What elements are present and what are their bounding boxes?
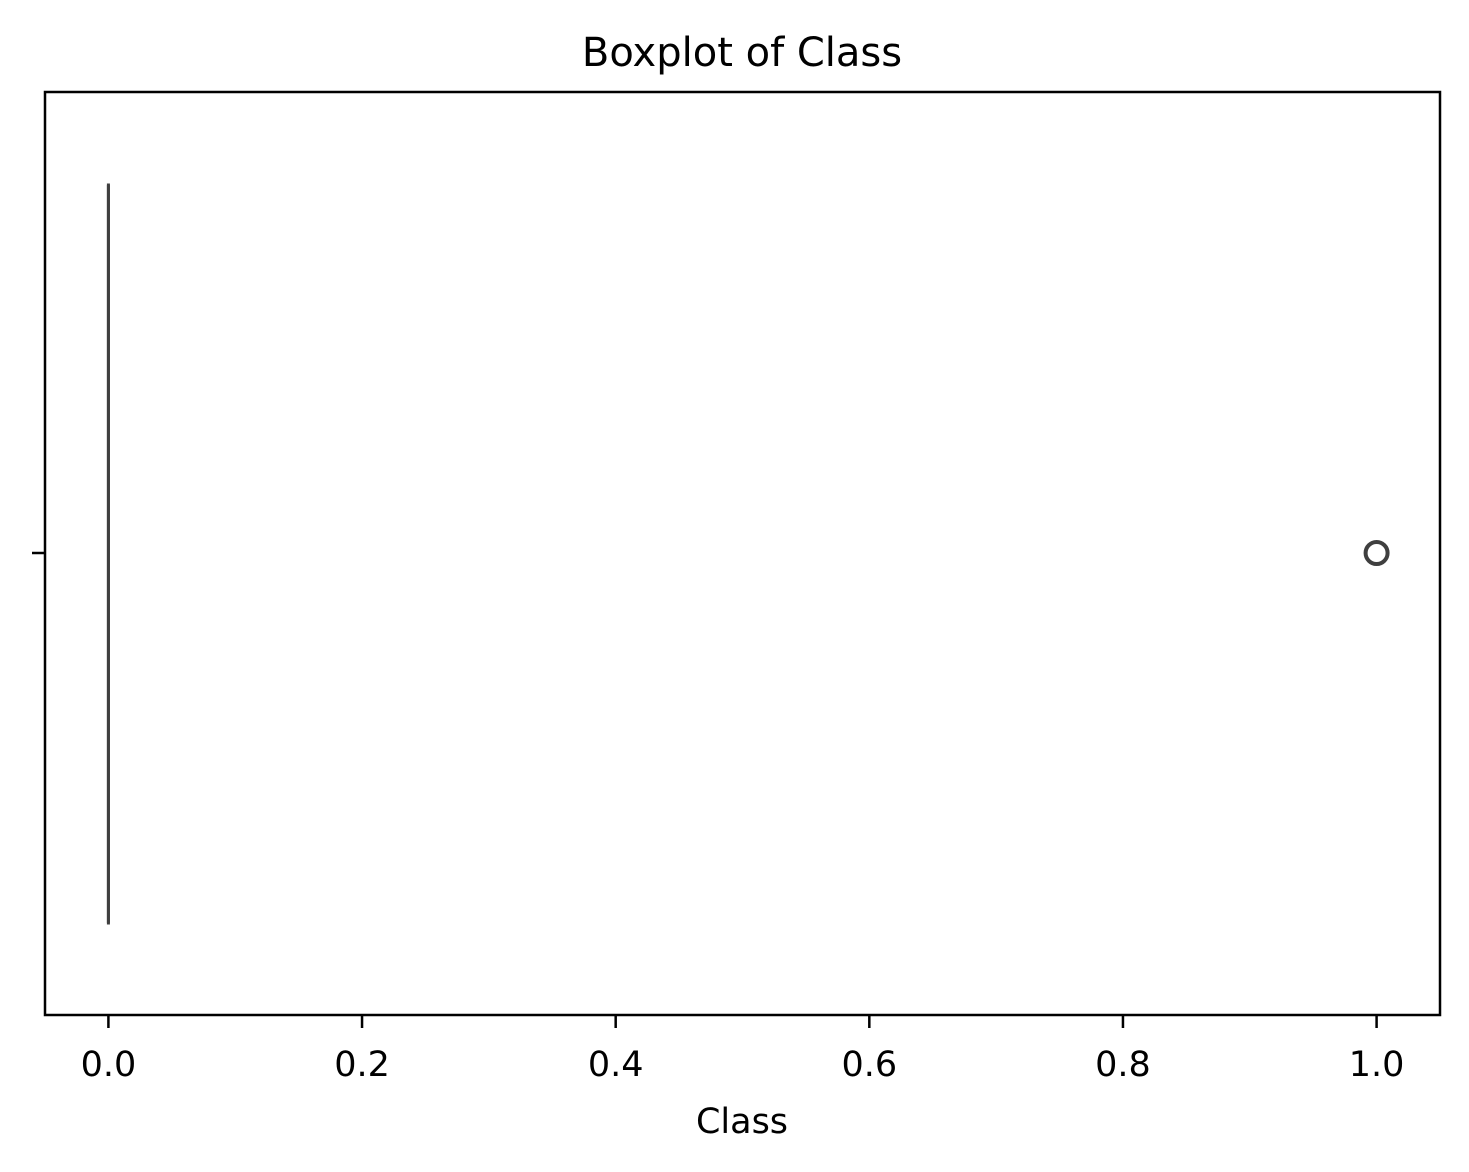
x-tick-label: 0.2: [334, 1045, 390, 1085]
x-tick-label: 1.0: [1349, 1045, 1405, 1085]
plot-area: [106, 183, 1390, 925]
x-tick-label: 0.6: [841, 1045, 897, 1085]
x-axis-label: Class: [696, 1102, 788, 1142]
x-tick-label: 0.8: [1095, 1045, 1151, 1085]
x-tick-label: 0.4: [588, 1045, 644, 1085]
x-axis-ticks: 0.0 0.2 0.4 0.6 0.8 1.0: [81, 1015, 1405, 1085]
box-outlier: [1363, 540, 1390, 566]
x-tick-label: 0.0: [81, 1045, 137, 1085]
chart-title: Boxplot of Class: [582, 30, 902, 76]
